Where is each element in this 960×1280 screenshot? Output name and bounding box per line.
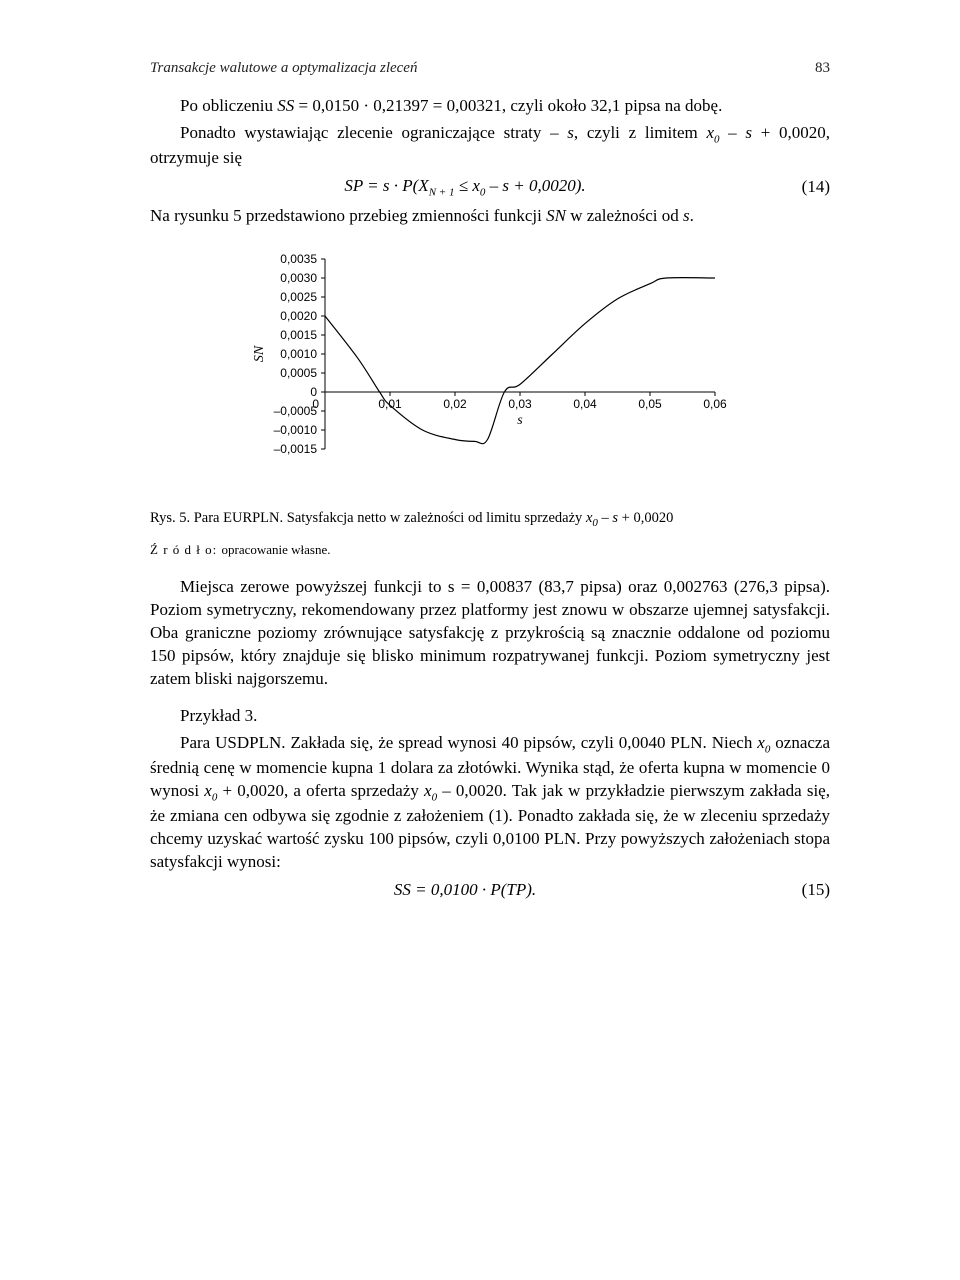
equation-15: SS = 0,0100 · P(TP). (15) <box>150 880 830 900</box>
var-s: s <box>567 123 574 142</box>
svg-text:SN: SN <box>252 346 267 363</box>
var-sn: SN <box>546 206 566 225</box>
figure-source: Ź r ó d ł o: opracowanie własne. <box>150 542 830 558</box>
figure-caption: Rys. 5. Para EURPLN. Satysfakcja netto w… <box>150 510 830 529</box>
svg-text:0,01: 0,01 <box>378 397 402 411</box>
var-x: x <box>204 781 212 800</box>
svg-text:0: 0 <box>312 397 319 411</box>
paragraph-5a: Przykład 3. <box>150 705 830 728</box>
text: – <box>719 123 745 142</box>
svg-text:s: s <box>517 413 523 428</box>
svg-text:0,06: 0,06 <box>703 397 727 411</box>
svg-text:0,0025: 0,0025 <box>280 290 317 304</box>
svg-text:0,04: 0,04 <box>573 397 597 411</box>
svg-text:–0,0015: –0,0015 <box>274 442 318 456</box>
page: Transakcje walutowe a optymalizacja zlec… <box>0 0 960 1280</box>
paragraph-3: Na rysunku 5 przedstawiono przebieg zmie… <box>150 205 830 228</box>
svg-text:0,05: 0,05 <box>638 397 662 411</box>
var-x: x <box>757 733 765 752</box>
eq-text: ≤ x <box>454 176 479 195</box>
paragraph-5b: Para USDPLN. Zakłada się, że spread wyno… <box>150 732 830 874</box>
svg-text:0,0005: 0,0005 <box>280 366 317 380</box>
svg-text:0,0015: 0,0015 <box>280 328 317 342</box>
text: Po obliczeniu <box>180 96 277 115</box>
chart-svg: –0,0015 –0,0010 –0,00050 0,0005 0,0010 0,0015… <box>230 249 750 499</box>
text: Rys. 5. Para EURPLN. Satysfakcja netto w… <box>150 510 586 526</box>
text: – <box>598 510 613 526</box>
paragraph-4: Miejsca zerowe powyższej funkcji to s = … <box>150 576 830 691</box>
eq-sub: N + 1 <box>429 187 455 199</box>
text: + 0,0020 <box>618 510 673 526</box>
figure-5: –0,0015 –0,0010 –0,00050 0,0005 0,0010 0,0015… <box>230 249 750 504</box>
text: , czyli z limitem <box>574 123 707 142</box>
paragraph-1: Po obliczeniu SS = 0,0150 · 0,21397 = 0,… <box>150 95 830 118</box>
var-ss: SS <box>277 96 294 115</box>
text: = 0,0150 · 0,21397 = 0,00321, czyli okoł… <box>294 96 722 115</box>
text: Na rysunku 5 przedstawiono przebieg zmie… <box>150 206 546 225</box>
svg-text:0,03: 0,03 <box>508 397 532 411</box>
svg-text:0,0020: 0,0020 <box>280 309 317 323</box>
svg-text:0,02: 0,02 <box>443 397 467 411</box>
text: + 0,0020, a oferta sprzedaży <box>217 781 424 800</box>
text: Przykład 3. <box>180 706 257 725</box>
text: w zależności od <box>566 206 683 225</box>
text: Ponadto wystawiając zlecenie ograniczają… <box>180 123 567 142</box>
page-number: 83 <box>815 60 830 77</box>
eq-number: (14) <box>780 177 830 197</box>
eq-number: (15) <box>780 880 830 900</box>
svg-text:0,0035: 0,0035 <box>280 252 317 266</box>
running-title: Transakcje walutowe a optymalizacja zlec… <box>150 60 417 77</box>
eq-text: – s + 0,0020). <box>485 176 585 195</box>
text: Para USDPLN. Zakłada się, że spread wyno… <box>180 733 757 752</box>
paragraph-2: Ponadto wystawiając zlecenie ograniczają… <box>150 122 830 170</box>
var-s: s <box>683 206 690 225</box>
eq-text: SS = 0,0100 · P(TP). <box>394 880 536 899</box>
var-x: x <box>424 781 432 800</box>
svg-text:–0,0010: –0,0010 <box>274 423 318 437</box>
text: . <box>690 206 694 225</box>
running-head: Transakcje walutowe a optymalizacja zlec… <box>150 60 830 77</box>
var-x: x <box>706 123 714 142</box>
svg-text:–0,0005: –0,0005 <box>274 404 318 418</box>
text: Miejsca zerowe powyższej funkcji to s = … <box>150 577 830 688</box>
equation-14: SP = s · P(XN + 1 ≤ x0 – s + 0,0020). (1… <box>150 176 830 198</box>
svg-text:0,0010: 0,0010 <box>280 347 317 361</box>
eq-text: SP = s · P(X <box>344 176 428 195</box>
svg-text:0,0030: 0,0030 <box>280 271 317 285</box>
text: opracowanie własne. <box>222 542 331 557</box>
text: Ź r ó d ł o: <box>150 542 222 557</box>
